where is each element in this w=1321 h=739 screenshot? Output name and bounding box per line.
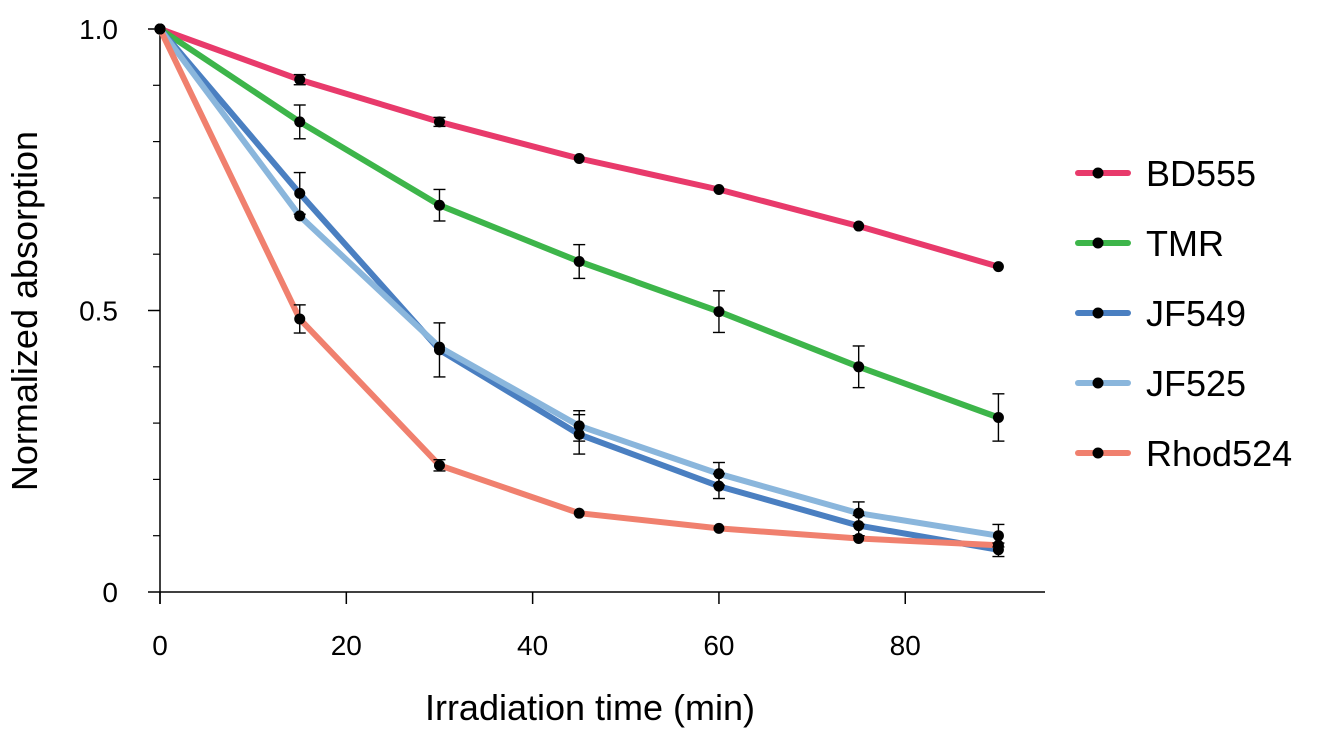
legend-label: Rhod524 — [1146, 433, 1292, 474]
data-point — [294, 74, 306, 86]
data-point — [573, 420, 585, 432]
data-point — [433, 341, 445, 353]
x-tick-label: 80 — [890, 630, 921, 661]
data-point — [713, 306, 725, 318]
data-point — [992, 411, 1004, 423]
legend-item-rhod524: Rhod524 — [1075, 433, 1292, 474]
series-line-jf525 — [157, 26, 1002, 539]
x-tick-label: 40 — [517, 630, 548, 661]
data-point — [853, 220, 865, 232]
y-tick-label: 0.5 — [79, 296, 118, 327]
data-point — [433, 459, 445, 471]
y-tick-label: 1.0 — [79, 14, 118, 45]
data-point — [853, 533, 865, 545]
legend-item-bd555: BD555 — [1075, 153, 1256, 194]
data-point — [154, 23, 166, 35]
legend-label: JF525 — [1146, 363, 1246, 404]
x-axis-title: Irradiation time (min) — [425, 687, 755, 728]
x-tick-label: 60 — [703, 630, 734, 661]
axes: 0 20 40 60 80 0 0.5 1.0 — [79, 14, 1045, 661]
data-point — [713, 468, 725, 480]
data-point — [573, 152, 585, 164]
data-point — [713, 480, 725, 492]
legend-label: TMR — [1146, 223, 1224, 264]
series-line-rhod524 — [157, 26, 1002, 549]
legend-label: JF549 — [1146, 293, 1246, 334]
legend: BD555 TMR JF549 JF525 Rhod524 — [1075, 153, 1292, 474]
x-tick-label: 0 — [152, 630, 168, 661]
legend-marker — [1092, 167, 1104, 179]
legend-marker — [1092, 447, 1104, 459]
legend-item-jf549: JF549 — [1075, 293, 1246, 334]
legend-marker — [1092, 307, 1104, 319]
data-point — [294, 116, 306, 128]
data-point — [853, 361, 865, 373]
legend-marker — [1092, 237, 1104, 249]
legend-label: BD555 — [1146, 153, 1256, 194]
y-axis-title: Normalized absorption — [4, 131, 45, 491]
x-tick-label: 20 — [331, 630, 362, 661]
data-point — [992, 539, 1004, 551]
data-point — [853, 520, 865, 532]
data-point — [573, 507, 585, 519]
data-point — [573, 256, 585, 268]
series-lines — [157, 26, 1002, 553]
data-point — [992, 530, 1004, 542]
series-line-bd555 — [157, 26, 1002, 270]
y-tick-label: 0 — [102, 577, 118, 608]
series-line-tmr — [157, 26, 1002, 421]
legend-marker — [1092, 377, 1104, 389]
series-markers — [154, 23, 1005, 558]
data-point — [294, 187, 306, 199]
data-point — [294, 313, 306, 325]
legend-item-tmr: TMR — [1075, 223, 1224, 264]
data-point — [853, 507, 865, 519]
data-point — [713, 183, 725, 195]
data-point — [713, 522, 725, 534]
data-point — [433, 116, 445, 128]
series-layer — [154, 23, 1005, 558]
legend-item-jf525: JF525 — [1075, 363, 1246, 404]
data-point — [433, 199, 445, 211]
data-point — [294, 210, 306, 222]
data-point — [992, 261, 1004, 273]
